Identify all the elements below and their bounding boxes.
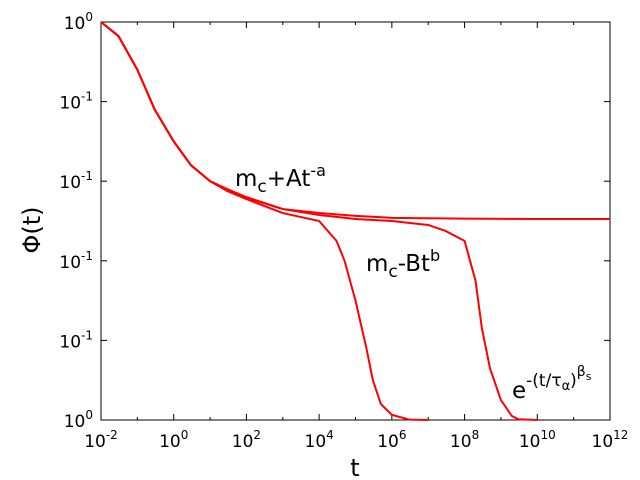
tick-base: 10 xyxy=(377,432,399,452)
plot-frame xyxy=(100,21,611,421)
tick-exponent: 10 xyxy=(540,428,555,442)
tick-exponent: 0 xyxy=(85,408,93,422)
tick-base: 10 xyxy=(59,253,81,273)
y-axis-label: Φ(t) xyxy=(18,206,46,253)
annotation-part: m xyxy=(366,251,388,277)
y-tick-label: 10-1 xyxy=(59,328,93,352)
annotation: mc+At-a xyxy=(235,161,326,197)
tick-base: 10 xyxy=(232,432,254,452)
tick-base: 10 xyxy=(450,432,472,452)
tick-base: 10 xyxy=(64,412,86,432)
x-tick-label: 1010 xyxy=(519,428,556,452)
tick-exponent: 4 xyxy=(326,428,334,442)
tick-base: 10 xyxy=(159,432,181,452)
tick-exponent: -2 xyxy=(106,428,118,442)
annotation-part: β xyxy=(577,364,586,380)
curve xyxy=(100,21,538,421)
annotation-part: e xyxy=(512,378,526,404)
tick-base: 10 xyxy=(64,14,86,34)
curve xyxy=(100,21,610,221)
tick-exponent: -1 xyxy=(81,169,93,183)
tick-exponent: -1 xyxy=(81,90,93,104)
y-tick-label: 100 xyxy=(64,10,93,34)
tick-exponent: -1 xyxy=(81,249,93,263)
y-tick-label: 10-1 xyxy=(59,249,93,273)
annotation-part: s xyxy=(586,370,592,383)
annotation: e-(t/τα)βs xyxy=(512,364,592,404)
annotation-part: α xyxy=(562,379,571,394)
x-tick-label: 104 xyxy=(305,428,334,452)
tick-base: 10 xyxy=(59,173,81,193)
annotation-part: +At xyxy=(267,166,311,192)
y-tick-label: 10-1 xyxy=(59,90,93,114)
annotation-part: ) xyxy=(570,371,577,391)
x-axis-label: t xyxy=(350,454,359,480)
tick-base: 10 xyxy=(59,94,81,114)
annotation-part: -Bt xyxy=(398,251,430,277)
tick-exponent: 0 xyxy=(181,428,189,442)
x-tick-label: 106 xyxy=(377,428,406,452)
annotation-part: -(t/τ xyxy=(526,371,561,391)
tick-exponent: -1 xyxy=(81,328,93,342)
tick-base: 10 xyxy=(305,432,327,452)
annotation-part: -a xyxy=(310,161,326,180)
x-tick-label: 100 xyxy=(159,428,188,452)
annotation-part: c xyxy=(388,262,397,282)
x-tick-label: 108 xyxy=(450,428,479,452)
tick-base: 10 xyxy=(519,432,541,452)
annotation-part: b xyxy=(430,246,440,265)
y-tick-label: 100 xyxy=(64,408,93,432)
x-tick-label: 1012 xyxy=(592,428,629,452)
tick-exponent: 6 xyxy=(399,428,407,442)
tick-exponent: 8 xyxy=(472,428,480,442)
tick-base: 10 xyxy=(59,332,81,352)
annotation-part: m xyxy=(235,166,257,192)
annotation-part: c xyxy=(257,177,266,197)
tick-exponent: 2 xyxy=(253,428,261,442)
tick-exponent: 0 xyxy=(85,10,93,24)
x-tick-label: 10-2 xyxy=(84,428,118,452)
tick-exponent: 12 xyxy=(613,428,628,442)
tick-base: 10 xyxy=(84,432,106,452)
y-tick-label: 10-1 xyxy=(59,169,93,193)
x-tick-label: 102 xyxy=(232,428,261,452)
tick-base: 10 xyxy=(592,432,614,452)
annotation: mc-Btb xyxy=(366,246,440,282)
